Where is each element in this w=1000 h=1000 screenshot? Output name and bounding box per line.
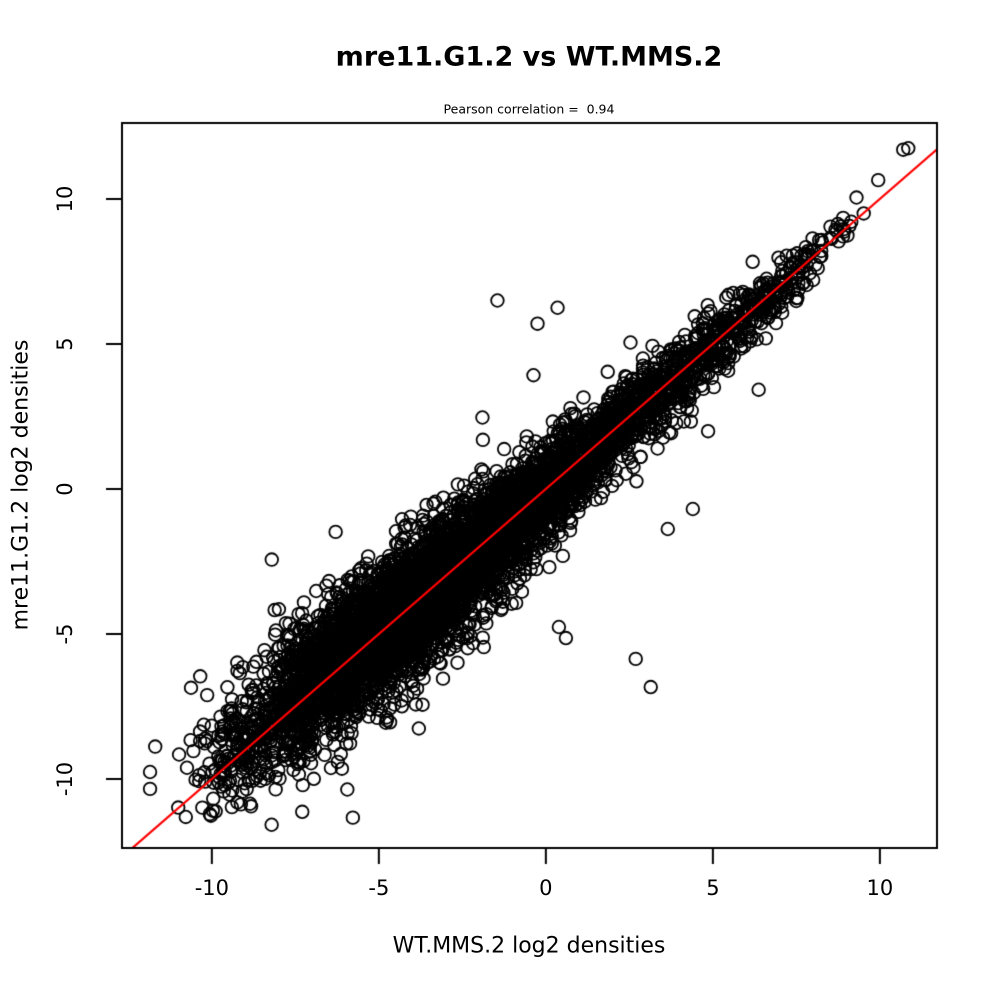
x-tick-label: 0 xyxy=(539,876,553,900)
x-axis-title: WT.MMS.2 log2 densities xyxy=(392,933,666,959)
y-tick-label: 0 xyxy=(53,482,77,496)
y-tick-label: -10 xyxy=(53,761,77,797)
x-tick-label: -10 xyxy=(194,876,229,900)
y-tick-label: -5 xyxy=(53,623,77,645)
y-tick-label: 10 xyxy=(53,185,77,213)
chart-subtitle: Pearson correlation = 0.94 xyxy=(443,101,615,117)
x-tick-label: -5 xyxy=(368,876,390,900)
x-tick-label: 5 xyxy=(706,876,720,900)
y-axis-title: mre11.G1.2 log2 densities xyxy=(8,339,34,631)
x-tick-label: 10 xyxy=(866,876,894,900)
y-tick-label: 5 xyxy=(53,337,77,351)
chart-title: mre11.G1.2 vs WT.MMS.2 xyxy=(335,41,723,73)
